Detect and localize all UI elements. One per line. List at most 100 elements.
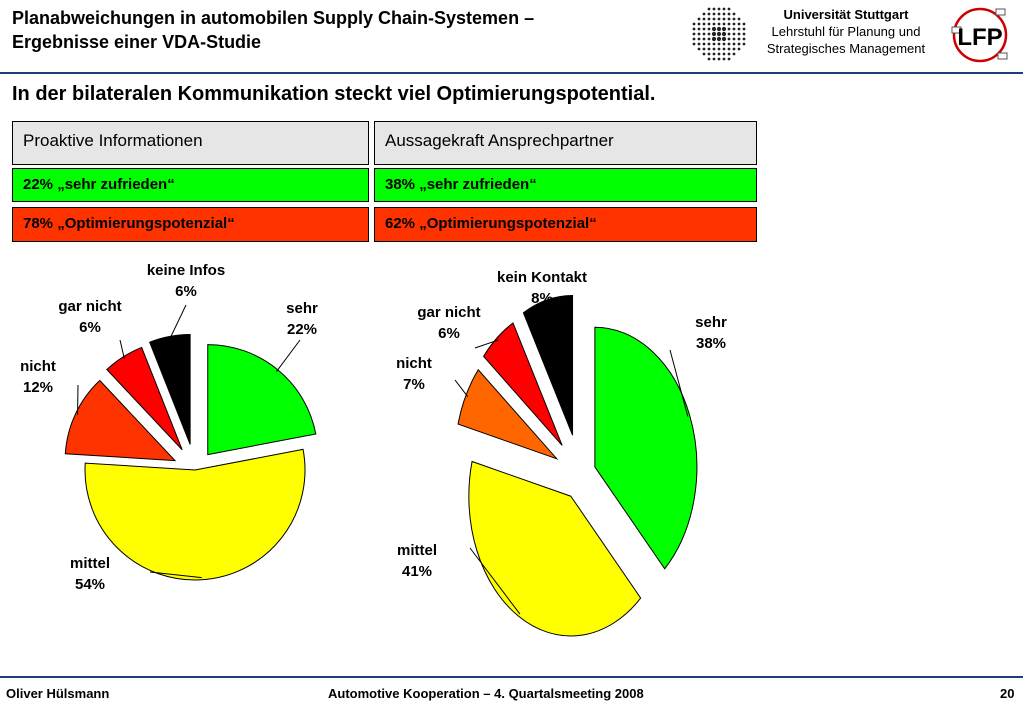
logo-dot — [737, 47, 741, 51]
slice-value-gar-nicht: 6% — [79, 319, 101, 336]
logo-dot — [742, 27, 746, 31]
satisfied-bar: 22% „sehr zufrieden“ — [12, 168, 369, 202]
logo-dot — [711, 36, 717, 42]
logo-dot — [707, 37, 711, 41]
logo-dot — [742, 22, 746, 26]
logo-dot — [722, 42, 726, 46]
logo-dot — [712, 52, 716, 56]
logo-dot — [707, 52, 711, 56]
logo-dot — [732, 37, 736, 41]
footer-page-number: 20 — [1000, 686, 1015, 701]
logo-dot — [716, 31, 722, 37]
logo-dot — [717, 17, 721, 21]
slice-value-kein-kontakt: 8% — [531, 290, 553, 307]
logo-dot — [717, 57, 721, 61]
logo-dot — [707, 42, 711, 46]
logo-dot — [732, 42, 736, 46]
logo-dot — [702, 22, 706, 26]
university-dots-logo-icon — [692, 7, 746, 61]
logo-dot — [727, 12, 731, 16]
university-block: Universität Stuttgart Lehrstuhl für Plan… — [752, 6, 940, 57]
logo-dot — [737, 17, 741, 21]
leader-line-nicht — [454, 379, 469, 397]
logo-dot — [727, 37, 731, 41]
slice-value-nicht: 12% — [23, 379, 53, 396]
logo-dot — [712, 47, 716, 51]
slice-value-nicht: 7% — [403, 376, 425, 393]
logo-dot — [722, 22, 726, 26]
pie-slice-gar-nicht — [106, 346, 183, 451]
logo-dot — [707, 22, 711, 26]
logo-dot — [717, 12, 721, 16]
logo-dot — [702, 52, 706, 56]
slice-value-mittel: 41% — [402, 563, 432, 580]
header-divider — [0, 72, 1023, 74]
pie-slice-mittel — [468, 460, 642, 637]
panel-proactive-information: Proaktive Informationen 22% „sehr zufrie… — [12, 121, 369, 242]
logo-dot — [732, 17, 736, 21]
leader-line-keine-infos — [169, 304, 187, 339]
logo-dot — [721, 26, 727, 32]
logo-dot — [722, 7, 726, 11]
slice-value-keine-infos: 6% — [175, 283, 197, 300]
panel-contact-quality: Aussagekraft Ansprechpartner 38% „sehr z… — [374, 121, 757, 242]
logo-dot — [697, 37, 701, 41]
slice-name-kein-kontakt: kein Kontakt — [497, 269, 587, 286]
pie-slice-gar-nicht — [482, 322, 563, 446]
logo-dot — [737, 22, 741, 26]
optimization-bar: 62% „Optimierungspotenzial“ — [374, 207, 757, 242]
leader-line-sehr — [276, 339, 301, 372]
logo-dot — [737, 32, 741, 36]
logo-dot — [712, 57, 716, 61]
logo-dot — [732, 32, 736, 36]
logo-dot — [721, 31, 727, 37]
slice-name-mittel: mittel — [70, 555, 110, 572]
logo-dot — [732, 12, 736, 16]
logo-dot — [697, 27, 701, 31]
slice-name-mittel: mittel — [397, 542, 437, 559]
logo-dot — [727, 27, 731, 31]
logo-dot — [692, 42, 696, 46]
logo-dot — [732, 27, 736, 31]
logo-dot — [692, 27, 696, 31]
logo-dot — [727, 22, 731, 26]
logo-dot — [702, 32, 706, 36]
panel-title: Aussagekraft Ansprechpartner — [374, 121, 757, 165]
logo-dot — [692, 22, 696, 26]
leader-line-sehr — [669, 349, 689, 417]
logo-dot — [707, 47, 711, 51]
logo-dot — [707, 7, 711, 11]
leader-line-gar-nicht — [474, 339, 499, 349]
pie-slice-mittel — [84, 448, 306, 581]
footer-divider — [0, 676, 1023, 678]
pie-slice-nicht — [64, 379, 177, 462]
logo-dot — [702, 37, 706, 41]
logo-dot — [717, 22, 721, 26]
logo-dot — [712, 22, 716, 26]
logo-dot — [722, 52, 726, 56]
logo-dot — [721, 36, 727, 42]
pie-slice-kein-kontakt — [522, 294, 574, 436]
logo-dot — [717, 7, 721, 11]
logo-dot — [737, 27, 741, 31]
slice-value-mittel: 54% — [75, 576, 105, 593]
logo-dot — [737, 42, 741, 46]
logo-dot — [697, 32, 701, 36]
slice-value-gar-nicht: 6% — [438, 325, 460, 342]
logo-dot — [722, 57, 726, 61]
logo-dot — [742, 37, 746, 41]
logo-dot — [727, 57, 731, 61]
logo-dot — [717, 42, 721, 46]
slice-value-sehr: 38% — [696, 335, 726, 352]
footer-author: Oliver Hülsmann — [6, 686, 110, 701]
slice-name-sehr: sehr — [286, 300, 318, 317]
logo-dot — [712, 12, 716, 16]
logo-dot — [707, 57, 711, 61]
leader-line-kein-kontakt — [541, 302, 549, 311]
satisfied-bar: 38% „sehr zufrieden“ — [374, 168, 757, 202]
logo-dot — [722, 12, 726, 16]
slide-subtitle: In der bilateralen Kommunikation steckt … — [12, 83, 656, 105]
logo-dot — [722, 47, 726, 51]
slice-name-sehr: sehr — [695, 314, 727, 331]
